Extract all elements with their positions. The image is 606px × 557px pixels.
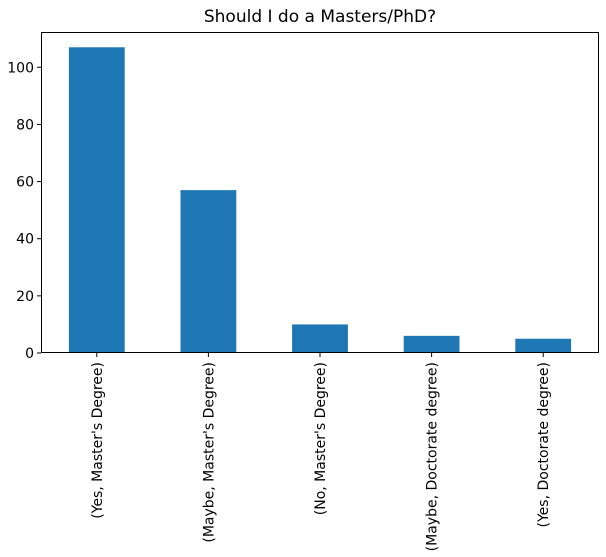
bar-3 <box>292 324 348 353</box>
bar-4 <box>403 335 460 353</box>
bars-group <box>68 47 572 354</box>
x-axis: (Yes, Master's Degree) (Maybe, Master's D… <box>90 353 552 551</box>
x-tick-label: (No, Master's Degree) <box>313 362 329 515</box>
y-tick-label: 40 <box>16 232 34 248</box>
bar-2 <box>180 190 237 353</box>
bar-1 <box>68 47 125 354</box>
y-axis: 0 20 40 60 80 100 <box>7 60 41 362</box>
x-tick-label: (Yes, Master's Degree) <box>90 362 106 519</box>
x-tick-label: (Maybe, Doctorate degree) <box>425 362 441 551</box>
chart-title: Should I do a Masters/PhD? <box>204 7 436 27</box>
y-tick-label: 0 <box>25 346 34 362</box>
y-tick-label: 100 <box>7 60 34 76</box>
x-tick-label: (Yes, Doctorate degree) <box>536 362 552 527</box>
y-tick-label: 80 <box>16 117 34 133</box>
y-tick-label: 20 <box>16 289 34 305</box>
bar-5 <box>515 338 572 353</box>
x-tick-label: (Maybe, Master's Degree) <box>201 362 217 543</box>
plot-frame <box>41 32 599 353</box>
y-tick-label: 60 <box>16 175 34 191</box>
